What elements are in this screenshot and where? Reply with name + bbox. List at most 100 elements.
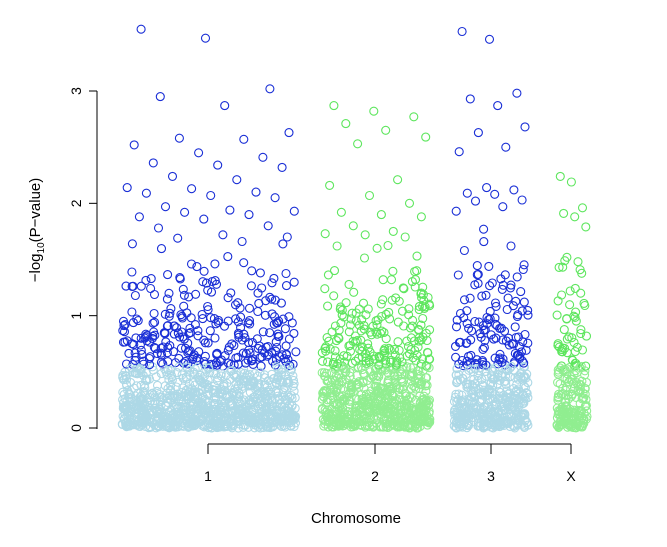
data-point-chr-x <box>559 325 569 335</box>
y-axis: 0 1 2 3 <box>68 87 98 432</box>
data-point-chr-2 <box>416 395 427 406</box>
data-point-chr-3 <box>507 402 517 412</box>
data-point-chr-1 <box>141 421 151 432</box>
data-point-chr-2 <box>351 411 361 421</box>
data-point-chr-2 <box>374 360 384 370</box>
data-point-chr-1 <box>150 403 160 413</box>
data-point-chr-1-peak <box>160 202 171 212</box>
data-point-chr-3-peak <box>520 122 530 132</box>
data-point-chr-1 <box>233 359 243 369</box>
data-point-chr-3 <box>507 416 518 426</box>
data-point-chr-1 <box>193 399 203 409</box>
data-point-chr-3 <box>523 338 533 348</box>
data-point-chr-x <box>565 404 575 414</box>
data-point-chr-3 <box>503 293 513 303</box>
data-point-chr-1 <box>197 415 207 425</box>
data-point-chr-x <box>570 312 580 322</box>
data-point-chr-1 <box>145 360 155 370</box>
data-point-chr-2 <box>359 368 369 378</box>
data-point-chr-3 <box>462 356 472 366</box>
data-point-chr-3 <box>472 355 482 365</box>
data-point-chr-1 <box>239 420 249 430</box>
data-point-chr-1 <box>231 353 241 363</box>
data-point-chr-3-peak <box>517 195 527 205</box>
data-point-chr-2-peak <box>412 251 422 261</box>
data-point-chr-1 <box>288 371 298 381</box>
data-point-chr-x <box>578 388 588 398</box>
data-point-chr-2 <box>404 304 414 314</box>
data-point-chr-3 <box>470 316 480 327</box>
data-point-chr-3 <box>519 421 529 431</box>
data-point-chr-3 <box>522 388 532 398</box>
data-point-chr-1 <box>166 304 176 314</box>
data-point-chr-3 <box>455 337 465 347</box>
data-point-chr-1 <box>267 400 277 410</box>
data-point-chr-2 <box>417 405 427 415</box>
data-point-chr-3 <box>461 379 471 389</box>
data-point-chr-2 <box>383 240 393 251</box>
data-point-chr-2 <box>394 345 404 355</box>
y-tick-label: 0 <box>68 424 84 432</box>
data-point-chr-1 <box>289 328 299 338</box>
data-point-chr-3 <box>475 389 485 399</box>
data-point-chr-2 <box>324 336 334 346</box>
data-point-chr-1 <box>178 332 188 342</box>
data-point-chr-x <box>570 283 580 293</box>
data-point-chr-2 <box>416 371 426 381</box>
data-point-chr-1 <box>269 273 279 283</box>
data-point-chr-3-peak <box>493 101 503 111</box>
data-point-chr-1 <box>204 403 214 413</box>
data-point-chr-3 <box>467 326 477 336</box>
data-point-chr-1 <box>223 252 233 262</box>
data-point-chr-1 <box>148 362 158 372</box>
data-point-chr-1 <box>163 384 173 394</box>
data-point-chr-3-peak <box>501 142 511 152</box>
data-point-chr-1 <box>193 331 203 341</box>
data-point-chr-2 <box>380 344 390 354</box>
data-point-chr-2 <box>404 412 414 422</box>
data-point-chr-1 <box>209 404 219 414</box>
data-point-chr-3 <box>484 261 494 271</box>
points-layer <box>117 24 592 433</box>
data-point-chr-x-peak <box>559 208 569 218</box>
data-point-chr-1 <box>127 267 137 277</box>
data-point-chr-2 <box>329 266 340 276</box>
data-point-chr-1 <box>192 417 202 427</box>
data-point-chr-3 <box>481 290 491 300</box>
data-point-chr-1 <box>164 288 174 298</box>
data-point-chr-3-peak <box>482 183 492 193</box>
data-point-chr-2 <box>319 386 329 396</box>
data-point-chr-1 <box>272 362 282 372</box>
data-point-chr-3 <box>513 351 523 361</box>
data-point-chr-2-peak <box>416 212 426 222</box>
data-point-chr-3 <box>478 321 488 331</box>
data-point-chr-3-peak <box>451 206 461 216</box>
data-point-chr-1 <box>158 342 168 352</box>
data-point-chr-1 <box>142 375 152 386</box>
data-point-chr-1 <box>118 316 129 326</box>
data-point-chr-1 <box>199 266 209 276</box>
data-point-chr-1 <box>193 326 203 336</box>
data-point-chr-x <box>558 262 568 272</box>
data-point-chr-1 <box>275 399 285 409</box>
data-point-chr-x <box>557 345 567 355</box>
data-point-chr-2 <box>421 379 431 389</box>
data-point-chr-3 <box>484 386 494 396</box>
data-point-chr-x <box>565 300 575 310</box>
data-point-chr-x <box>558 383 568 393</box>
data-point-chr-1 <box>205 412 216 423</box>
data-point-chr-1-peak <box>239 134 249 144</box>
data-point-chr-1 <box>217 403 227 413</box>
data-point-chr-1 <box>119 389 129 399</box>
data-point-chr-2 <box>418 366 428 376</box>
data-point-chr-x <box>554 407 564 417</box>
data-point-chr-3 <box>509 421 519 431</box>
data-point-chr-1 <box>158 359 168 369</box>
data-point-chr-x <box>561 366 571 376</box>
data-point-chr-2 <box>388 266 398 276</box>
data-point-chr-2 <box>364 394 374 404</box>
data-point-chr-1 <box>188 400 199 410</box>
data-point-chr-1 <box>179 290 189 300</box>
data-point-chr-2 <box>381 355 391 365</box>
data-point-chr-1 <box>163 321 173 331</box>
